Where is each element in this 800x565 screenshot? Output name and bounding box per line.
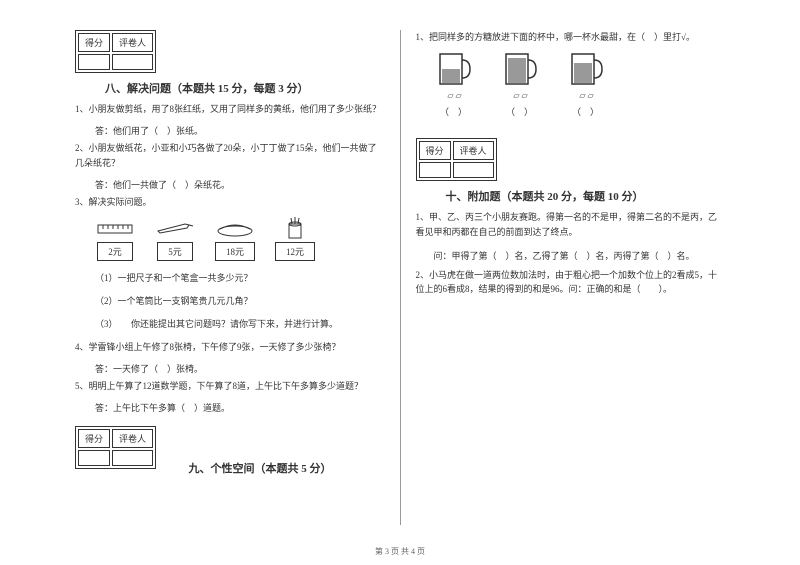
q8-1: 1、小朋友做剪纸，用了8张红纸，又用了同样多的黄纸，他们用了多少张纸？ — [75, 102, 385, 116]
cup-2-icon — [502, 52, 538, 86]
left-column: 得分 评卷人 八、解决问题（本题共 15 分，每题 3 分） 1、小朋友做剪纸，… — [60, 30, 401, 525]
cup-1-label: （ ） — [440, 105, 467, 118]
section-9-title: 九、个性空间（本题共 5 分） — [189, 460, 332, 476]
a8-1: 答：他们用了（ ）张纸。 — [95, 124, 385, 137]
cup-1: ▱ ▱ （ ） — [436, 52, 472, 118]
q8-4: 4、学雷锋小组上午修了8张椅，下午修了9张，一天修了多少张椅？ — [75, 340, 385, 354]
cup-3-icon — [568, 52, 604, 86]
score-label-10: 得分 — [419, 141, 451, 160]
cup-1-sugar: ▱ ▱ — [445, 90, 461, 101]
item-pen: 5元 — [155, 218, 195, 261]
section-10-title: 十、附加题（本题共 20 分，每题 10 分） — [446, 188, 644, 204]
a8-4: 答：一天修了（ ）张椅。 — [95, 362, 385, 375]
items-row: 2元 5元 18元 12元 — [95, 218, 385, 261]
q8-3-3: （3） 你还能提出其它问题吗？请你写下来，并进行计算。 — [95, 317, 385, 330]
price-pen: 5元 — [157, 242, 193, 261]
price-ruler: 2元 — [97, 242, 133, 261]
cup-3: ▱ ▱ （ ） — [568, 52, 604, 118]
section-8-title: 八、解决问题（本题共 15 分，每题 3 分） — [105, 80, 309, 96]
cup-3-label: （ ） — [572, 105, 599, 118]
section-10-header: 得分 评卷人 十、附加题（本题共 20 分，每题 10 分） — [416, 138, 726, 204]
score-label: 得分 — [78, 33, 110, 52]
cup-2-label: （ ） — [506, 105, 533, 118]
reviewer-label: 评卷人 — [112, 33, 153, 52]
score-box-9: 得分 评卷人 — [75, 426, 156, 469]
cup-2-sugar: ▱ ▱ — [511, 90, 527, 101]
q10-1b: 问：甲得了第（ ）名，乙得了第（ ）名，丙得了第（ ）名。 — [416, 249, 726, 263]
a8-5: 答：上午比下午多算（ ）道题。 — [95, 401, 385, 414]
q8-3-1: （1）一把尺子和一个笔盒一共多少元？ — [95, 271, 385, 284]
item-ruler: 2元 — [95, 218, 135, 261]
section-8-header: 得分 评卷人 八、解决问题（本题共 15 分，每题 3 分） — [75, 30, 385, 96]
a8-2: 答：他们一共做了（ ）朵纸花。 — [95, 178, 385, 191]
score-label-9: 得分 — [78, 429, 110, 448]
cup-1-icon — [436, 52, 472, 86]
q10-2: 2、小马虎在做一道两位数加法时，由于粗心把一个加数个位上的2看成5，十位上的6看… — [416, 268, 726, 297]
ruler-icon — [95, 218, 135, 238]
q9-1: 1、把同样多的方糖放进下面的杯中，哪一杯水最甜，在（ ）里打√。 — [416, 30, 726, 44]
score-box-10: 得分 评卷人 — [416, 138, 497, 181]
q8-3-2: （2）一个笔筒比一支钢笔贵几元几角？ — [95, 294, 385, 307]
price-pencilcase: 18元 — [215, 242, 255, 261]
cups-row: ▱ ▱ （ ） ▱ ▱ （ ） — [436, 52, 726, 118]
item-penholder: 12元 — [275, 218, 315, 261]
right-column: 1、把同样多的方糖放进下面的杯中，哪一杯水最甜，在（ ）里打√。 ▱ ▱ （ ） — [401, 30, 741, 525]
score-box-8: 得分 评卷人 — [75, 30, 156, 73]
cup-3-sugar: ▱ ▱ — [577, 90, 593, 101]
page-footer: 第 3 页 共 4 页 — [0, 546, 800, 557]
pencilcase-icon — [215, 218, 255, 238]
item-pencilcase: 18元 — [215, 218, 255, 261]
reviewer-label-10: 评卷人 — [453, 141, 494, 160]
q10-1: 1、甲、乙、丙三个小朋友赛跑。得第一名的不是甲，得第二名的不是丙，乙看见甲和丙都… — [416, 210, 726, 239]
cup-2: ▱ ▱ （ ） — [502, 52, 538, 118]
q8-2: 2、小朋友做纸花，小亚和小巧各做了20朵，小丁丁做了15朵，他们一共做了几朵纸花… — [75, 141, 385, 170]
q8-3: 3、解决实际问题。 — [75, 195, 385, 209]
section-9-header: 得分 评卷人 九、个性空间（本题共 5 分） — [75, 426, 385, 476]
q8-5: 5、明明上午算了12道数学题，下午算了8道，上午比下午多算多少道题？ — [75, 379, 385, 393]
penholder-icon — [275, 218, 315, 238]
pen-icon — [155, 218, 195, 238]
reviewer-label-9: 评卷人 — [112, 429, 153, 448]
price-penholder: 12元 — [275, 242, 315, 261]
